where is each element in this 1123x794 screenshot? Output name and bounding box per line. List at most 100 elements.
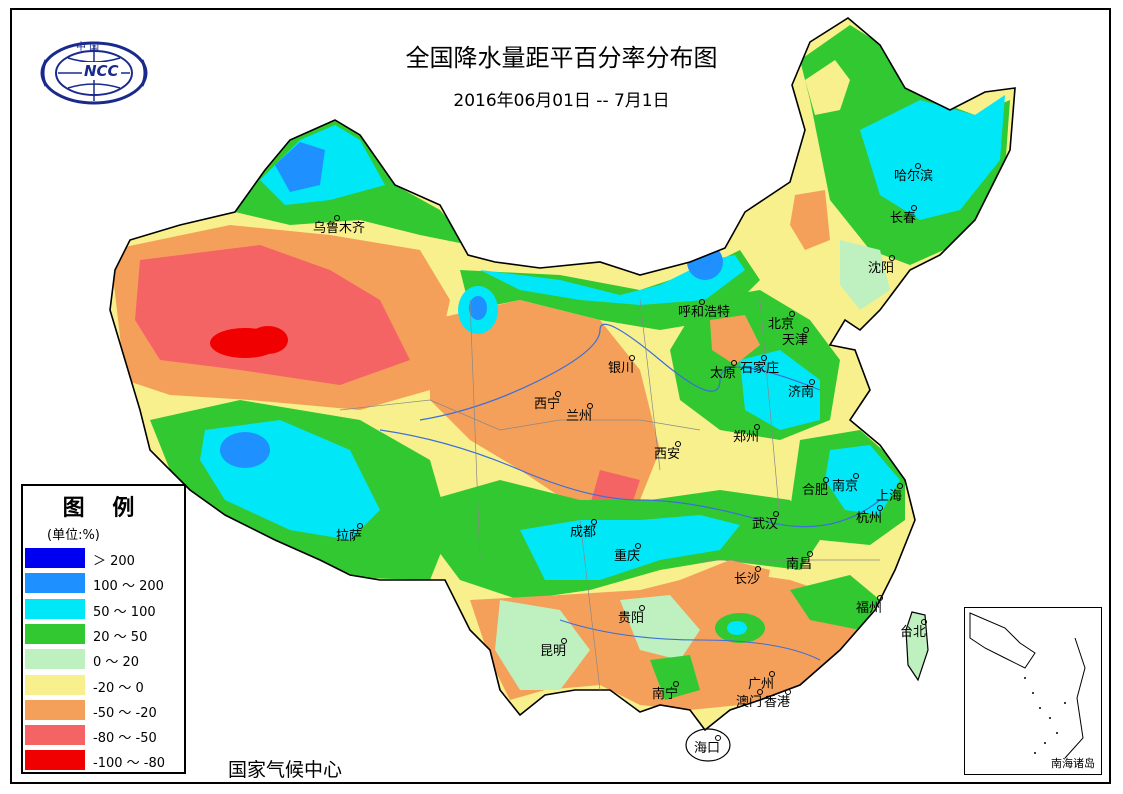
city-marker: 成都 xyxy=(570,519,597,540)
city-label: 南宁 xyxy=(652,686,678,702)
city-marker: 武汉 xyxy=(752,511,779,532)
credit-label: 国家气候中心 xyxy=(228,759,343,781)
city-label: 西安 xyxy=(654,447,680,462)
city-marker: 重庆 xyxy=(614,543,641,564)
city-dot xyxy=(334,215,340,221)
city-label: 澳门 xyxy=(736,694,762,710)
city-label: 郑州 xyxy=(733,430,759,445)
city-label: 西宁 xyxy=(534,396,560,412)
city-marker: 太原 xyxy=(710,360,737,381)
city-label: 昆明 xyxy=(540,644,566,659)
legend-item: -80 ～ -50 xyxy=(25,725,183,747)
city-label: 兰州 xyxy=(566,409,592,424)
city-dot xyxy=(897,483,903,489)
legend-title: 图 例 xyxy=(62,496,145,521)
city-label: 福州 xyxy=(856,601,882,616)
map-subtitle: 2016年06月01日 -- 7月1日 xyxy=(453,91,670,111)
legend-label: 50 ～ 100 xyxy=(93,604,156,620)
city-label: 乌鲁木齐 xyxy=(313,220,365,236)
city-label: 广州 xyxy=(748,677,774,692)
city-label: 沈阳 xyxy=(868,261,894,276)
city-dot xyxy=(715,735,721,741)
city-dot xyxy=(853,473,859,479)
city-dot xyxy=(587,403,593,409)
inset-label: 南海诸岛 xyxy=(1051,757,1095,770)
city-label: 北京 xyxy=(768,317,794,332)
city-marker: 合肥 xyxy=(802,477,829,498)
city-label: 成都 xyxy=(570,525,596,540)
city-marker: 福州 xyxy=(856,595,883,616)
logo-ncc-text: NCC xyxy=(82,62,121,80)
city-label: 银川 xyxy=(608,361,634,376)
logo-seal-text: 中 国 xyxy=(76,42,100,53)
city-marker: 拉萨 xyxy=(336,523,363,544)
city-label: 杭州 xyxy=(856,511,882,526)
city-marker: 澳门 xyxy=(736,689,763,710)
city-dot xyxy=(789,311,795,317)
city-label: 天津 xyxy=(782,333,808,348)
city-marker: 西宁 xyxy=(534,391,561,412)
city-marker: 石家庄 xyxy=(740,355,779,376)
city-marker: 长春 xyxy=(890,205,917,226)
city-label: 武汉 xyxy=(752,517,778,532)
city-dot xyxy=(591,519,597,525)
city-dot xyxy=(803,327,809,333)
city-marker: 济南 xyxy=(788,379,815,400)
legend-item: 50 ～ 100 xyxy=(25,598,183,621)
city-marker: 呼和浩特 xyxy=(678,299,730,320)
legend-item: ＞ 200 xyxy=(25,548,183,570)
legend-swatch xyxy=(25,623,85,644)
city-marker: 乌鲁木齐 xyxy=(313,215,365,236)
city-dot xyxy=(555,391,561,397)
legend-label: -100 ～ -80 xyxy=(93,756,166,772)
city-marker: 沈阳 xyxy=(868,255,895,276)
legend-unit: (单位:%) xyxy=(47,528,100,543)
city-marker: 西安 xyxy=(654,441,681,462)
city-marker: 昆明 xyxy=(540,638,567,659)
city-marker: 南昌 xyxy=(786,551,813,572)
city-label: 长春 xyxy=(890,211,916,226)
city-marker: 北京 xyxy=(768,311,795,332)
legend-label: -80 ～ -50 xyxy=(93,731,157,747)
city-label: 南京 xyxy=(832,478,858,494)
city-marker: 哈尔滨 xyxy=(894,163,933,184)
city-marker: 海口 xyxy=(694,735,721,756)
city-dot xyxy=(639,605,645,611)
city-dot xyxy=(915,163,921,169)
city-label: 太原 xyxy=(710,366,736,381)
city-dot xyxy=(675,441,681,447)
legend-label: -50 ～ -20 xyxy=(93,705,157,721)
city-dot xyxy=(769,671,775,677)
legend: 图 例 (单位:%) ＞ 200 100 ～ 200 50 ～ 100 20 ～ 50… xyxy=(21,484,186,774)
city-label: 合肥 xyxy=(802,483,828,498)
legend-swatch xyxy=(25,548,85,568)
legend-item: -100 ～ -80 xyxy=(25,750,183,772)
city-label: 南昌 xyxy=(786,556,812,572)
city-marker: 贵阳 xyxy=(618,605,645,626)
city-marker: 南京 xyxy=(832,473,859,494)
legend-swatch xyxy=(25,725,85,746)
city-dot xyxy=(561,638,567,644)
city-marker: 杭州 xyxy=(856,505,883,526)
map-frame xyxy=(10,8,1111,784)
city-marker: 台北 xyxy=(900,619,927,640)
legend-swatch xyxy=(25,573,85,594)
city-dot xyxy=(629,355,635,361)
city-label: 石家庄 xyxy=(740,360,779,376)
city-dot xyxy=(889,255,895,261)
city-marker: 上海 xyxy=(876,483,903,504)
city-dot xyxy=(877,595,883,601)
legend-swatch xyxy=(25,649,85,670)
city-dot xyxy=(877,505,883,511)
city-dot xyxy=(809,379,815,385)
legend-label: -20 ～ 0 xyxy=(93,680,144,696)
city-marker: 香港 xyxy=(764,689,791,710)
legend-item: -50 ～ -20 xyxy=(25,699,183,722)
city-dot xyxy=(357,523,363,529)
legend-swatch xyxy=(25,674,85,695)
legend-item: -20 ～ 0 xyxy=(25,674,183,697)
legend-item: 100 ～ 200 xyxy=(25,573,183,595)
city-marker: 南宁 xyxy=(652,681,679,702)
city-label: 香港 xyxy=(764,695,790,710)
legend-label: 100 ～ 200 xyxy=(93,579,164,595)
